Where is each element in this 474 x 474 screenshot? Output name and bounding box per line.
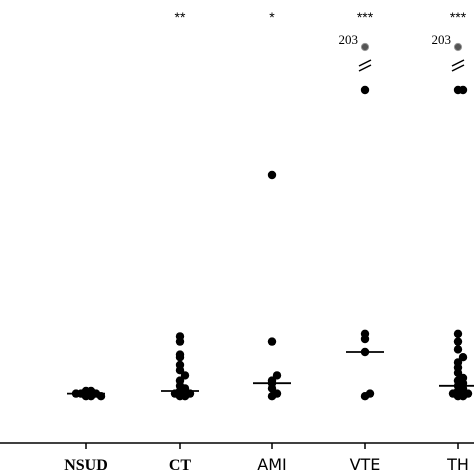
data-point-ct <box>180 371 190 380</box>
data-point-ct <box>185 389 195 398</box>
data-point-ami <box>272 389 282 398</box>
data-point-th <box>453 42 463 52</box>
category-label-th: TH <box>446 455 469 474</box>
data-point-nsud <box>96 392 106 401</box>
category-label-vte: VTE <box>350 455 381 474</box>
data-point-ct <box>175 332 185 341</box>
data-point-th <box>458 85 468 95</box>
category-label-ct: CT <box>169 457 192 474</box>
data-point-th <box>458 373 468 383</box>
axis-break-mark <box>451 64 465 72</box>
axis-break-mark <box>358 59 372 67</box>
axis-break-mark <box>451 59 465 67</box>
break-value-label-th: 203 <box>432 32 452 47</box>
data-point-ami <box>267 170 277 180</box>
significance-th: *** <box>450 9 467 25</box>
data-point-th <box>453 337 463 346</box>
data-point-vte <box>360 42 370 52</box>
data-point-vte <box>360 347 370 357</box>
data-point-vte <box>365 389 375 398</box>
data-point-ct <box>175 360 185 370</box>
data-point-th <box>453 345 463 354</box>
category-label-nsud: NSUD <box>64 457 108 474</box>
data-point-ami <box>272 371 282 380</box>
data-point-vte <box>360 329 370 338</box>
data-point-th <box>453 329 463 338</box>
data-point-ct <box>175 350 185 359</box>
data-point-ct <box>175 376 185 385</box>
axis-break-mark <box>358 64 372 72</box>
break-value-label-vte: 203 <box>339 32 359 47</box>
significance-ct: ** <box>175 9 186 25</box>
data-point-th <box>463 389 473 398</box>
data-point-th <box>453 358 463 367</box>
data-point-ami <box>267 337 277 346</box>
significance-vte: *** <box>357 9 374 25</box>
significance-ami: * <box>269 9 275 25</box>
data-point-th <box>458 353 468 362</box>
category-label-ami: AMI <box>257 455 286 474</box>
data-point-nsud <box>71 389 81 398</box>
data-point-vte <box>360 85 370 95</box>
data-point-ami <box>267 376 277 385</box>
data-point-nsud <box>86 386 96 396</box>
